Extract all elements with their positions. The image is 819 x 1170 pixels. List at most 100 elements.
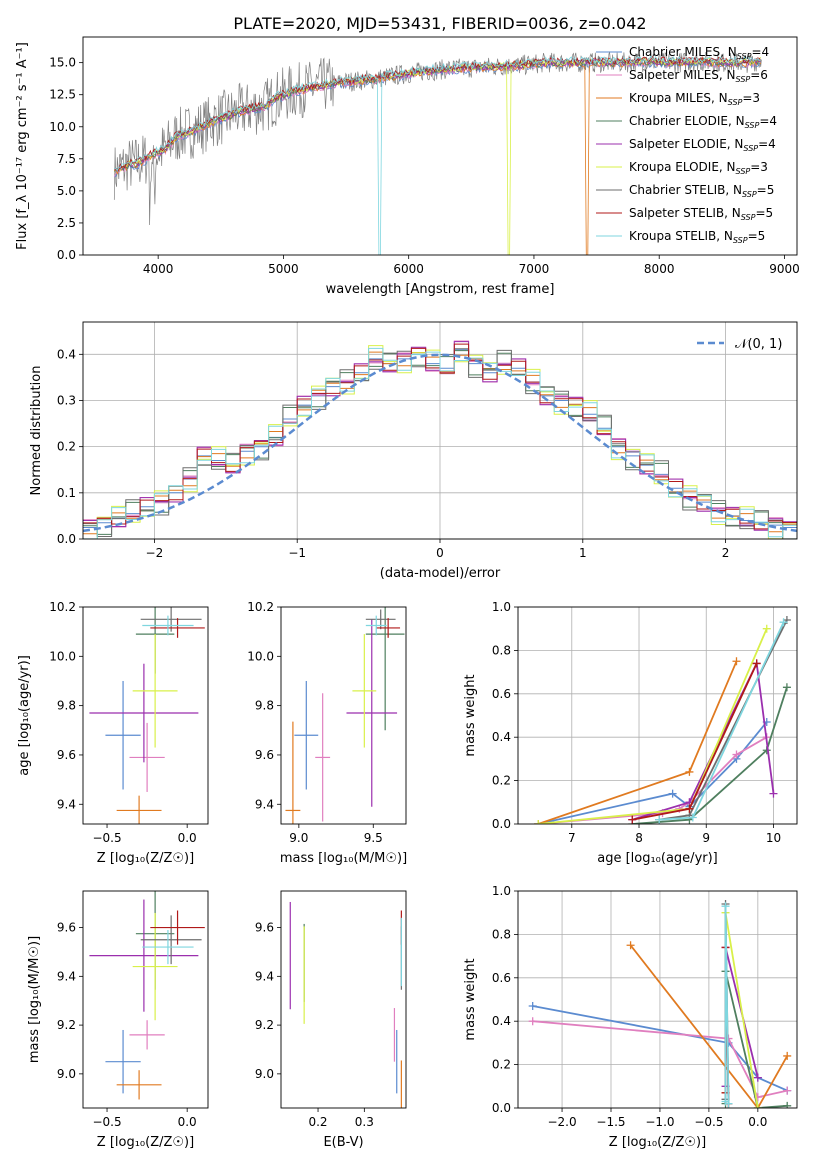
x-tick-label: −2 xyxy=(146,546,164,560)
x-tick-label: 0 xyxy=(436,546,444,560)
y-tick-label: 9.8 xyxy=(57,699,76,713)
model-line-kroupa_miles xyxy=(114,59,762,255)
weight-line-salpeter_miles xyxy=(538,736,768,824)
legend-label-salpeter_stelib: Salpeter STELIB, NSSP=5 xyxy=(629,206,773,222)
y-tick-label: 9.2 xyxy=(57,1018,76,1032)
x-tick-label: −0.5 xyxy=(694,1115,723,1129)
weight-marker-kroupa_miles xyxy=(783,1051,792,1060)
plot-area xyxy=(528,900,792,1108)
y-tick-label: 0.1 xyxy=(57,486,76,500)
x-tick-label: 9.5 xyxy=(364,831,383,845)
x-tick-label: 5000 xyxy=(268,262,299,276)
x-tick-label: −0.5 xyxy=(92,831,121,845)
weight-marker-kroupa_miles xyxy=(732,657,741,666)
model-line-kroupa_stelib xyxy=(114,55,761,255)
x-axis-label: age [log₁₀(age/yr)] xyxy=(597,851,718,866)
y-axis-label: mass weight xyxy=(463,958,478,1040)
plot-area xyxy=(113,51,762,255)
plot-area xyxy=(83,340,797,539)
mass-vs-ebv-panel: 0.2 0.3 9.0 9.2 9.4 9.6 E(B-V) xyxy=(255,890,407,1150)
x-tick-label: 9000 xyxy=(769,262,800,276)
weight-line-kroupa_miles xyxy=(537,660,738,824)
weight-marker-kroupa_stelib xyxy=(779,618,788,627)
y-tick-label: 9.0 xyxy=(255,1067,274,1081)
weight-marker-kroupa_elodie xyxy=(534,820,543,824)
x-tick-label: −1.5 xyxy=(596,1115,625,1129)
axes-frame xyxy=(82,890,209,1109)
mass-vs-metallicity-panel: −0.5 0.0 9.0 9.2 9.4 9.6 Z [log₁₀(Z/Z☉)] mass [… xyxy=(27,890,209,1150)
weight-line-chabrier_miles xyxy=(532,1005,788,1092)
x-tick-label: 7 xyxy=(568,831,576,845)
y-tick-label: 0.2 xyxy=(57,440,76,454)
weight-marker-kroupa_miles xyxy=(626,941,635,950)
y-tick-label: 0.4 xyxy=(57,347,76,361)
y-axis-label: mass weight xyxy=(463,674,478,756)
weight-marker-salpeter_elodie xyxy=(753,1073,762,1082)
plot-area xyxy=(89,607,205,824)
plot-area xyxy=(534,616,791,824)
mass-weight-vs-age-panel: 7 8 9 10 0.0 0.2 0.4 0.6 0.8 1.0 age [log₁₀(age/yr… xyxy=(463,600,798,866)
weight-line-chabrier_elodie xyxy=(724,971,788,1108)
residual-histogram-panel: −2 −1 0 1 2 0.0 0.1 0.2 0.3 0.4 (data-model)/error… xyxy=(29,321,798,581)
weight-marker-chabrier_elodie xyxy=(783,1101,792,1108)
x-tick-label: 7000 xyxy=(519,262,550,276)
weight-line-chabrier_elodie xyxy=(632,687,788,824)
y-tick-label: 9.0 xyxy=(57,1067,76,1081)
plot-area xyxy=(285,607,405,824)
age-vs-metallicity-panel: −0.5 0.0 9.4 9.6 9.8 10.0 10.2 Z [log₁₀(Z/Z☉)] a… xyxy=(17,600,209,866)
weight-marker-chabrier_miles xyxy=(528,1002,537,1011)
legend-label-kroupa_miles: Kroupa MILES, NSSP=3 xyxy=(629,91,760,107)
x-axis-label: mass [log₁₀(M/M☉)] xyxy=(280,851,407,866)
x-tick-label: 9 xyxy=(702,831,710,845)
y-tick-label: 10.2 xyxy=(247,600,274,614)
axes-frame xyxy=(82,321,798,540)
figure-title: PLATE=2020, MJD=53431, FIBERID=0036, z=0… xyxy=(233,14,646,33)
y-tick-label: 0.6 xyxy=(492,687,511,701)
axes-frame xyxy=(280,890,407,1109)
weight-marker-chabrier_miles xyxy=(668,789,677,798)
y-tick-label: 0.8 xyxy=(492,927,511,941)
legend-label-chabrier_elodie: Chabrier ELODIE, NSSP=4 xyxy=(629,114,777,130)
x-tick-label: 0.2 xyxy=(308,1115,327,1129)
y-tick-label: 9.4 xyxy=(57,797,76,811)
y-tick-label: 5.0 xyxy=(57,184,76,198)
y-tick-label: 10.2 xyxy=(49,600,76,614)
mass-weight-vs-metallicity-panel: −2.0 −1.5 −1.0 −0.5 0.0 0.0 0.2 0.4 0.6 0.8 1.0 Z [… xyxy=(463,884,798,1150)
weight-marker-salpeter_miles xyxy=(783,1086,792,1095)
x-tick-label: −1 xyxy=(288,546,306,560)
x-axis-label: Z [log₁₀(Z/Z☉)] xyxy=(97,851,194,866)
spectrum-panel: 4000 5000 6000 7000 8000 9000 0.0 2.5 5.0 7.5 10.0… xyxy=(15,36,800,297)
legend-label-salpeter_miles: Salpeter MILES, NSSP=6 xyxy=(629,68,768,84)
x-tick-label: −0.5 xyxy=(92,1115,121,1129)
y-tick-label: 9.6 xyxy=(57,921,76,935)
y-tick-label: 9.6 xyxy=(255,921,274,935)
histogram-step-kroupa_stelib xyxy=(83,347,797,539)
weight-line-kroupa_stelib xyxy=(724,906,730,1104)
y-axis-label: mass [log₁₀(M/M☉)] xyxy=(27,936,42,1063)
y-tick-label: 0.0 xyxy=(57,532,76,546)
plot-area xyxy=(289,901,402,1108)
y-tick-label: 0.4 xyxy=(492,730,511,744)
x-axis-label: Z [log₁₀(Z/Z☉)] xyxy=(609,1135,706,1150)
x-tick-label: 6000 xyxy=(393,262,424,276)
x-axis-label: (data-model)/error xyxy=(380,566,501,581)
weight-marker-chabrier_elodie xyxy=(782,683,791,692)
weight-marker-salpeter_miles xyxy=(528,1017,537,1026)
y-tick-label: 0.8 xyxy=(492,643,511,657)
weight-line-kroupa_elodie xyxy=(724,912,759,1108)
x-tick-label: 4000 xyxy=(143,262,174,276)
weight-marker-kroupa_miles xyxy=(685,767,694,776)
axes-frame xyxy=(82,36,798,256)
weight-marker-kroupa_elodie xyxy=(762,624,771,633)
x-tick-label: 0.0 xyxy=(178,831,197,845)
y-tick-label: 0.4 xyxy=(492,1014,511,1028)
weight-marker-salpeter_miles xyxy=(732,750,741,759)
weight-marker-salpeter_stelib xyxy=(685,804,694,813)
x-tick-label: 0.0 xyxy=(178,1115,197,1129)
y-tick-label: 10.0 xyxy=(49,649,76,663)
weight-marker-salpeter_stelib xyxy=(628,815,637,824)
weight-marker-kroupa_stelib xyxy=(721,902,730,911)
x-tick-label: 8 xyxy=(635,831,643,845)
y-tick-label: 9.4 xyxy=(255,969,274,983)
